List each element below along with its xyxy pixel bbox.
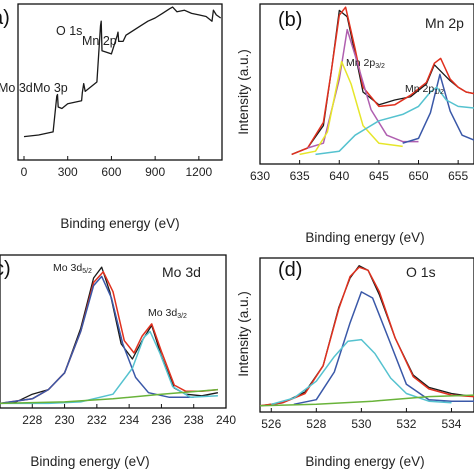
series-component_3 bbox=[293, 291, 474, 406]
panel-a: a) O 1s Mn 2p Mo 3d Mo 3p 03006009001200… bbox=[0, 3, 223, 231]
panel-c-xlabel: Binding energy (eV) bbox=[30, 454, 149, 469]
series-raw bbox=[291, 9, 474, 156]
plot-frame bbox=[259, 257, 474, 413]
series-envelope bbox=[291, 6, 474, 156]
series-raw bbox=[0, 266, 219, 405]
x-tick-label: 1200 bbox=[186, 165, 213, 179]
panel-c-label: c) bbox=[0, 258, 11, 280]
panel-d-title: O 1s bbox=[406, 264, 436, 280]
series-envelope bbox=[259, 266, 474, 407]
annotation-mo3d32: Mo 3d3/2 bbox=[148, 307, 187, 320]
x-tick-label: 650 bbox=[409, 169, 429, 183]
series-component_3 bbox=[0, 275, 194, 405]
annotation-mn2p12: Mn 2p1/2 bbox=[405, 83, 444, 96]
x-tick-label: 232 bbox=[87, 413, 107, 427]
x-tick-label: 635 bbox=[290, 169, 310, 183]
x-tick-label: 238 bbox=[184, 413, 204, 427]
x-tick-label: 234 bbox=[119, 413, 139, 427]
x-tick-label: 630 bbox=[250, 169, 270, 183]
panel-d-label: (d) bbox=[278, 259, 302, 281]
panel-b-label: (b) bbox=[278, 9, 302, 31]
x-tick-label: 532 bbox=[396, 417, 416, 431]
annotation-mn2p32: Mn 2p3/2 bbox=[346, 57, 385, 70]
x-tick-label: 230 bbox=[55, 413, 75, 427]
panel-d-ylabel: Intensity (a.u.) bbox=[236, 291, 251, 377]
panel-b-ylabel: Intensity (a.u.) bbox=[236, 49, 251, 135]
x-tick-label: 655 bbox=[448, 169, 468, 183]
annotation-o1s: O 1s bbox=[56, 24, 82, 38]
x-tick-label: 640 bbox=[329, 169, 349, 183]
plot-frame bbox=[0, 254, 227, 409]
x-tick-label: 300 bbox=[58, 165, 78, 179]
series-component_4 bbox=[0, 330, 218, 405]
panel-d-plot: 526 528 530 532 534 bbox=[259, 257, 474, 431]
series-raw bbox=[259, 265, 474, 407]
panel-c-plot: 228 230 232 234 236 238 240 bbox=[0, 254, 236, 427]
x-tick-label: 645 bbox=[369, 169, 389, 183]
panel-d: (d) O 1s 526 528 530 532 534 Intensity (a.u.… bbox=[236, 257, 474, 469]
x-tick-label: 534 bbox=[441, 417, 461, 431]
x-tick-label: 530 bbox=[351, 417, 371, 431]
annotation-mo3p: Mo 3p bbox=[33, 81, 68, 95]
x-tick-label: 240 bbox=[216, 413, 236, 427]
panel-c-title: Mo 3d bbox=[162, 264, 201, 280]
panel-a-plot: 0 300 600 900 1200 bbox=[17, 3, 223, 179]
panel-b-plot: 630 635 640 645 650 655 bbox=[250, 3, 474, 183]
x-tick-label: 600 bbox=[101, 165, 121, 179]
series-survey bbox=[23, 6, 222, 138]
panel-a-label: a) bbox=[0, 7, 10, 29]
panel-a-xlabel: Binding energy (eV) bbox=[60, 216, 179, 231]
series-component_4 bbox=[271, 338, 452, 406]
x-tick-label: 228 bbox=[22, 413, 42, 427]
annotation-mo3d: Mo 3d bbox=[0, 81, 33, 95]
series-background bbox=[259, 394, 474, 407]
x-tick-label: 526 bbox=[261, 417, 281, 431]
panel-d-xlabel: Binding energy (eV) bbox=[305, 454, 424, 469]
plot-frame bbox=[259, 3, 474, 165]
series-background bbox=[0, 388, 218, 405]
x-tick-label: 0 bbox=[21, 165, 28, 179]
series-component_4 bbox=[315, 86, 474, 156]
series-component_3 bbox=[402, 73, 474, 144]
series-component_2 bbox=[299, 60, 403, 156]
x-tick-label: 900 bbox=[145, 165, 165, 179]
panel-b-title: Mn 2p bbox=[425, 15, 464, 31]
panel-b: (b) Mn 2p 630 635 640 645 650 655 Mn 2p3/2 Mn… bbox=[236, 3, 474, 245]
x-tick-label: 236 bbox=[151, 413, 171, 427]
x-tick-label: 528 bbox=[306, 417, 326, 431]
panel-b-xlabel: Binding energy (eV) bbox=[305, 230, 424, 245]
annotation-mo3d52: Mo 3d5/2 bbox=[53, 262, 92, 275]
plot-frame bbox=[17, 3, 223, 161]
